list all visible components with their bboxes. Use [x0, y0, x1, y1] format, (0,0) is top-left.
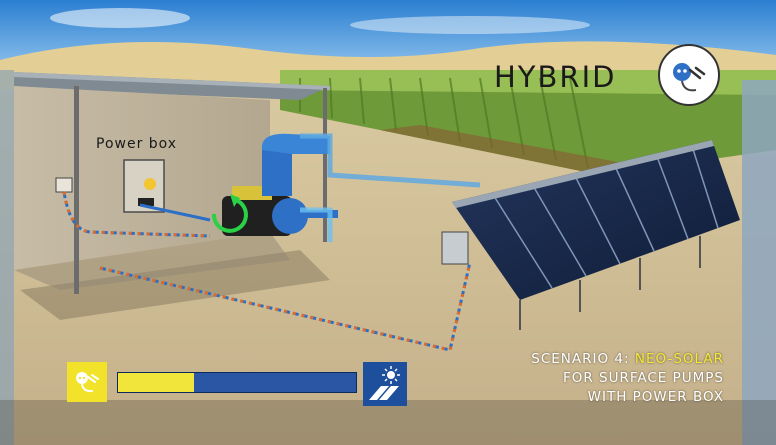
energy-mix-bar	[117, 372, 357, 393]
grid-icon	[67, 362, 107, 402]
solar-icon	[363, 362, 407, 406]
plug-icon	[673, 63, 706, 92]
crop-field	[280, 70, 776, 175]
plug-badge	[658, 44, 720, 106]
solar-panel-icon	[369, 366, 400, 400]
junction-box	[441, 231, 469, 265]
scenario-prefix: SCENARIO 4:	[531, 351, 635, 367]
scenario-highlight: NEO-SOLAR	[634, 351, 724, 367]
scenario-line-3: WITH POWER BOX	[587, 389, 724, 405]
power-box-label: Power box	[96, 136, 178, 152]
solar-array	[452, 140, 740, 330]
grid-share-fill	[118, 373, 195, 392]
wall-socket	[55, 177, 73, 193]
scenario-line-2: FOR SURFACE PUMPS	[562, 370, 724, 386]
scenario-caption: SCENARIO 4: NEO-SOLAR FOR SURFACE PUMPS …	[531, 350, 724, 407]
plug-icon	[76, 372, 99, 393]
scenario-line-1: SCENARIO 4: NEO-SOLAR	[531, 350, 724, 369]
hybrid-title: HYBRID	[494, 60, 617, 94]
